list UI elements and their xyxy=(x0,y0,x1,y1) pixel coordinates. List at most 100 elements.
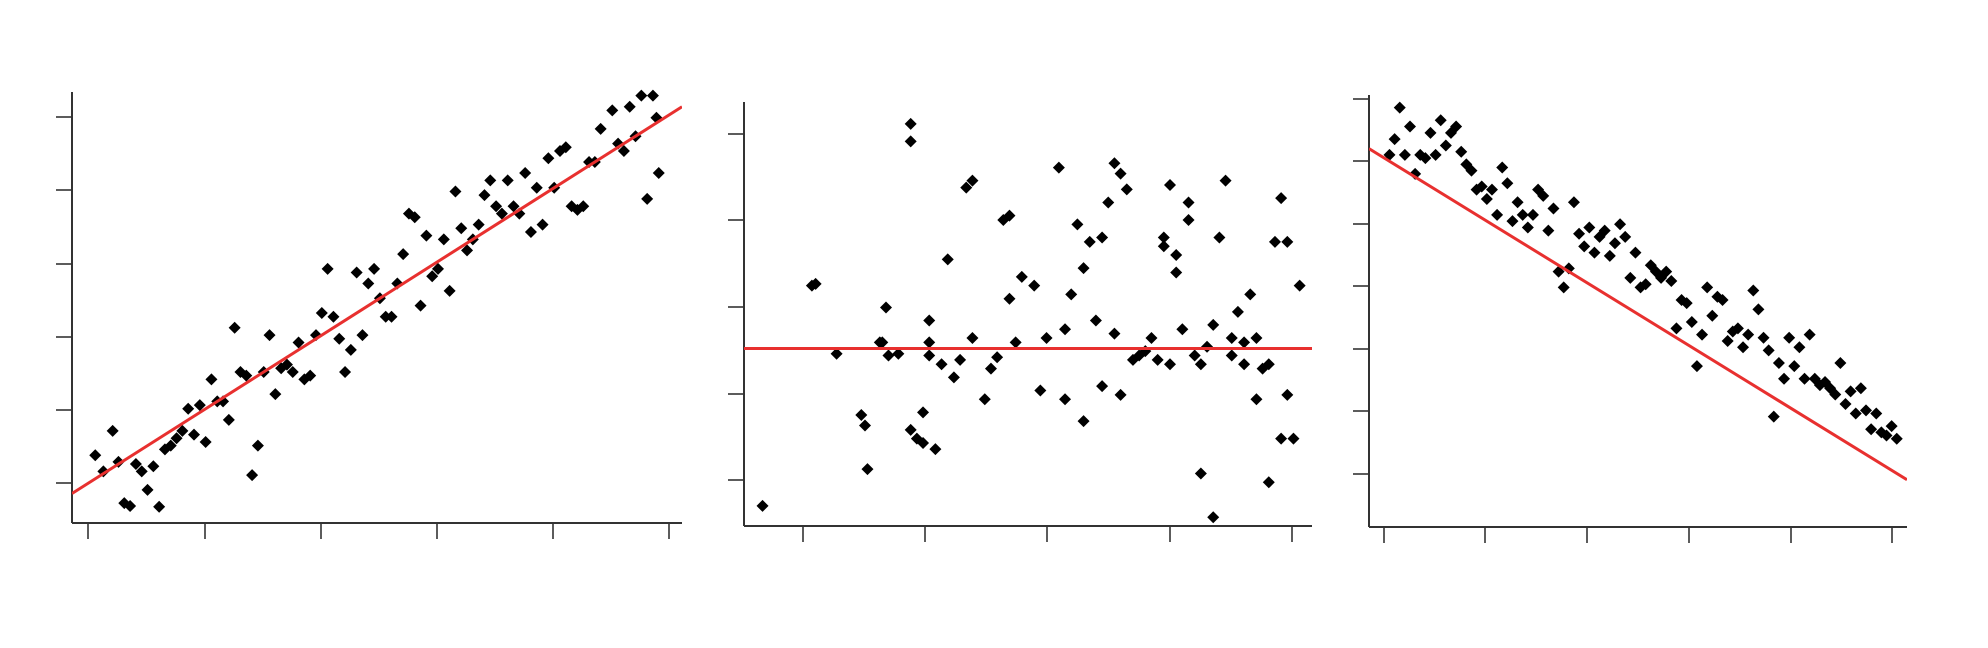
data-point xyxy=(1120,183,1133,196)
data-point xyxy=(1762,344,1775,357)
data-point xyxy=(559,141,572,154)
data-point xyxy=(304,369,317,382)
data-point xyxy=(1598,224,1611,237)
data-point xyxy=(1465,164,1478,177)
scatter-panel-3 xyxy=(1353,95,1907,543)
data-point xyxy=(1742,328,1755,341)
data-point xyxy=(286,365,299,378)
data-points xyxy=(756,117,1306,524)
data-point xyxy=(228,321,241,334)
data-point xyxy=(1419,152,1432,165)
data-point xyxy=(923,336,936,349)
data-point xyxy=(1083,235,1096,248)
data-point xyxy=(1219,174,1232,187)
data-point xyxy=(432,262,444,275)
data-point xyxy=(449,185,462,198)
data-point xyxy=(1737,341,1750,354)
data-point xyxy=(344,343,357,356)
data-point xyxy=(809,277,822,290)
data-point xyxy=(368,262,381,275)
data-point xyxy=(420,229,433,242)
data-point xyxy=(1793,341,1806,354)
data-point xyxy=(129,458,142,471)
data-point xyxy=(333,332,346,345)
data-point xyxy=(507,200,520,213)
data-point xyxy=(577,200,590,213)
data-point xyxy=(269,388,282,401)
data-point xyxy=(1164,179,1176,192)
data-point xyxy=(1860,404,1873,417)
data-point xyxy=(984,362,997,375)
data-point xyxy=(1624,271,1637,284)
data-point xyxy=(1059,393,1072,406)
data-point xyxy=(1268,235,1281,248)
data-point xyxy=(1716,293,1729,306)
data-point xyxy=(904,117,917,130)
data-point xyxy=(1496,161,1509,174)
data-point xyxy=(1194,467,1207,480)
data-point xyxy=(1281,388,1294,401)
data-point xyxy=(1537,189,1550,202)
data-point xyxy=(1096,231,1109,244)
data-point xyxy=(1244,288,1257,301)
data-point xyxy=(1614,218,1627,231)
data-point xyxy=(1009,336,1022,349)
data-point xyxy=(182,402,195,415)
data-point xyxy=(1015,270,1028,283)
data-point xyxy=(530,181,543,194)
data-point xyxy=(1583,221,1596,234)
data-point xyxy=(1557,281,1570,294)
data-point xyxy=(1849,407,1862,420)
data-point xyxy=(1839,398,1852,411)
data-point xyxy=(892,347,905,360)
data-point xyxy=(124,500,137,513)
data-point xyxy=(1003,209,1016,222)
data-point xyxy=(1403,120,1416,133)
data-point xyxy=(222,413,235,426)
data-point xyxy=(170,432,183,445)
data-point xyxy=(1207,511,1220,524)
data-point xyxy=(923,314,936,327)
data-point xyxy=(1424,126,1437,139)
data-point xyxy=(1194,358,1207,371)
data-point xyxy=(397,248,410,261)
data-point xyxy=(1870,407,1883,420)
data-point xyxy=(350,266,363,279)
data-point xyxy=(1834,357,1847,370)
data-point xyxy=(1526,208,1539,221)
data-point xyxy=(1588,246,1601,259)
data-point xyxy=(880,301,892,314)
data-point xyxy=(859,419,872,432)
data-point xyxy=(641,192,654,205)
data-point xyxy=(1287,432,1300,445)
data-point xyxy=(292,336,305,349)
data-point xyxy=(1511,196,1524,209)
data-point xyxy=(315,307,328,320)
data-point xyxy=(1275,192,1288,205)
data-point xyxy=(1238,358,1251,371)
data-point xyxy=(1059,323,1072,336)
data-point xyxy=(1450,120,1463,133)
data-point xyxy=(1293,279,1306,292)
data-point xyxy=(861,463,874,476)
data-point xyxy=(1619,230,1632,243)
data-point xyxy=(251,439,264,452)
data-point xyxy=(1281,235,1294,248)
data-point xyxy=(1170,248,1183,261)
data-point xyxy=(1157,240,1170,253)
data-point xyxy=(193,399,206,412)
data-point xyxy=(1516,208,1529,221)
data-point xyxy=(1262,358,1275,371)
data-point xyxy=(635,89,648,102)
data-point xyxy=(1114,388,1127,401)
data-point xyxy=(876,336,889,349)
data-point xyxy=(617,144,630,157)
data-point xyxy=(1108,157,1121,170)
data-point xyxy=(106,424,119,437)
data-point xyxy=(205,373,218,386)
data-point xyxy=(362,277,375,290)
data-point xyxy=(1040,332,1053,345)
data-point xyxy=(935,358,948,371)
data-point xyxy=(991,351,1004,364)
data-point xyxy=(1225,349,1238,362)
